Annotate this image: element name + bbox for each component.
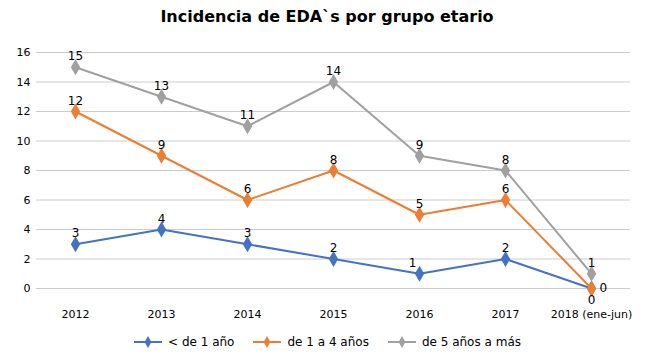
svg-text:3: 3 (72, 226, 80, 240)
svg-text:0: 0 (600, 281, 608, 295)
svg-text:4: 4 (158, 212, 166, 226)
svg-text:2: 2 (502, 241, 510, 255)
svg-text:2015: 2015 (320, 308, 348, 321)
svg-text:1: 1 (588, 256, 596, 270)
svg-text:11: 11 (240, 108, 255, 122)
svg-text:2013: 2013 (148, 308, 176, 321)
svg-text:12: 12 (68, 94, 83, 108)
svg-text:0: 0 (588, 293, 596, 307)
svg-text:3: 3 (244, 226, 252, 240)
svg-text:9: 9 (416, 138, 424, 152)
svg-text:6: 6 (24, 194, 31, 207)
svg-text:2016: 2016 (406, 308, 434, 321)
svg-text:2018 (ene-jun): 2018 (ene-jun) (551, 308, 633, 321)
svg-text:6: 6 (502, 182, 510, 196)
svg-text:9: 9 (158, 138, 166, 152)
svg-text:16: 16 (17, 46, 31, 59)
svg-text:14: 14 (17, 76, 31, 89)
svg-text:4: 4 (24, 223, 31, 236)
svg-text:10: 10 (17, 135, 31, 148)
svg-text:13: 13 (154, 79, 169, 93)
svg-text:8: 8 (502, 153, 510, 167)
svg-text:2: 2 (24, 253, 31, 266)
svg-text:8: 8 (24, 164, 31, 177)
html-text:Incidencia de EDA`s por grupo: Incidencia de EDA`s por grupo etario (160, 7, 494, 26)
svg-text:8: 8 (330, 153, 338, 167)
svg-text:14: 14 (326, 64, 341, 78)
svg-text:5: 5 (416, 197, 424, 211)
svg-text:1: 1 (409, 256, 417, 270)
html-text:de 5 años a más: de 5 años a más (421, 335, 521, 349)
svg-text:2014: 2014 (234, 308, 262, 321)
svg-text:0: 0 (24, 282, 31, 295)
svg-text:2017: 2017 (492, 308, 520, 321)
svg-text:12: 12 (17, 105, 31, 118)
svg-text:6: 6 (244, 182, 252, 196)
svg-text:2: 2 (330, 241, 338, 255)
html-text:de 1 a 4 años: de 1 a 4 años (287, 335, 369, 349)
svg-text:15: 15 (68, 49, 83, 63)
svg-text:2012: 2012 (62, 308, 90, 321)
html-text:< de 1 año: < de 1 año (168, 335, 235, 349)
